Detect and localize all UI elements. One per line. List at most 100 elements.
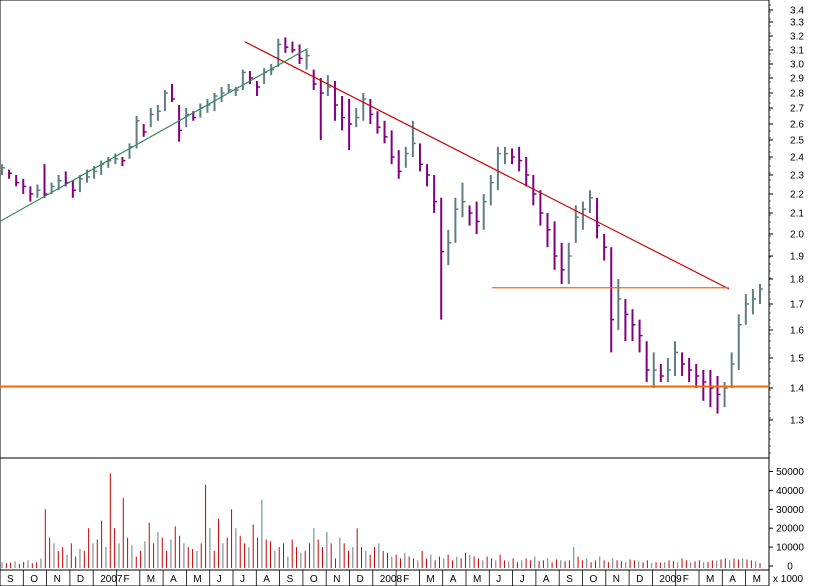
ohlc-bar <box>440 197 445 320</box>
ohlc-bar <box>688 358 693 382</box>
ohlc-bar <box>185 108 190 128</box>
x-tick-label: M <box>193 574 201 585</box>
y-tick-label: 3.4 <box>790 6 804 17</box>
ohlc-bar <box>673 341 678 376</box>
vol-tick-label: 0 <box>787 562 793 573</box>
x-tick-label: 2008 <box>380 574 403 585</box>
y-tick-label: 2.6 <box>790 120 804 131</box>
ohlc-bar <box>305 50 310 70</box>
y-tick-label: 2.9 <box>790 74 804 85</box>
x-tick-label: J <box>496 574 501 585</box>
ohlc-bar <box>319 78 324 140</box>
ohlc-bar <box>29 186 34 202</box>
trend-lines <box>0 41 769 388</box>
volume-y-axis: 50000 40000 30000 20000 10000 0 <box>769 467 804 573</box>
x-tick-label: N <box>333 574 340 585</box>
x-tick-label: A <box>450 574 457 585</box>
y-tick-label: 1.7 <box>790 300 804 311</box>
y-tick-label: 3.3 <box>790 18 804 29</box>
ohlc-bar <box>114 153 119 165</box>
x-tick-label: F <box>683 574 689 585</box>
ohlc-bar <box>135 116 140 149</box>
ohlc-bar <box>511 148 516 165</box>
ohlc-bar <box>149 108 154 128</box>
ohlc-bar <box>659 364 664 382</box>
ohlc-bar <box>652 352 657 388</box>
ohlc-bar <box>411 120 416 157</box>
ohlc-bar <box>567 242 572 284</box>
ohlc-bar <box>22 178 27 194</box>
x-tick-label: M <box>706 574 714 585</box>
y-tick-label: 3.0 <box>790 60 804 71</box>
ohlc-bar <box>376 111 381 134</box>
y-tick-label: 3.2 <box>790 32 804 43</box>
x-tick-label: F <box>124 574 130 585</box>
ohlc-bar <box>362 93 367 121</box>
ohlc-bar <box>695 364 700 388</box>
ohlc-bar <box>716 376 721 414</box>
ohlc-bar <box>171 84 176 102</box>
ohlc-bar <box>610 247 615 353</box>
ohlc-bar <box>468 205 473 226</box>
ohlc-bar <box>553 221 558 270</box>
ohlc-bar <box>369 99 374 124</box>
ohlc-bar <box>355 108 360 128</box>
ohlc-bar <box>489 175 494 206</box>
ohlc-bar <box>397 150 402 179</box>
ohlc-bar <box>383 120 388 144</box>
y-tick-label: 2.0 <box>790 230 804 241</box>
x-tick-label: O <box>590 574 598 585</box>
ohlc-bar <box>1 164 5 175</box>
ohlc-bar <box>681 352 686 376</box>
x-tick-label: M <box>147 574 155 585</box>
ohlc-bar <box>447 229 452 266</box>
x-tick-label: J <box>240 574 245 585</box>
ohlc-bar <box>86 169 91 183</box>
ohlc-bar <box>603 234 608 261</box>
ohlc-bar <box>560 242 565 284</box>
ohlc-bar <box>43 164 48 198</box>
x-tick-label: D <box>357 574 364 585</box>
x-axis-strip <box>0 569 770 586</box>
ohlc-bar <box>709 370 714 408</box>
ohlc-bar <box>751 289 756 315</box>
ohlc-bar <box>348 99 353 151</box>
ohlc-bar <box>15 175 20 187</box>
y-tick-label: 1.4 <box>790 384 804 395</box>
x-tick-label: A <box>543 574 550 585</box>
ohlc-bar <box>256 81 261 96</box>
ohlc-bar <box>759 284 763 304</box>
ohlc-bar <box>737 314 742 370</box>
vol-tick-label: 50000 <box>776 467 804 478</box>
x-tick-label: A <box>170 574 177 585</box>
volume-unit-label: x 1000 <box>773 574 803 585</box>
ohlc-bar <box>142 124 147 137</box>
ohlc-bar <box>581 201 586 230</box>
x-tick-label: D <box>636 574 643 585</box>
ohlc-bar <box>496 146 501 191</box>
y-tick-label: 2.5 <box>790 136 804 147</box>
x-tick-label: J <box>520 574 525 585</box>
x-tick-label: M <box>473 574 481 585</box>
ohlc-bar <box>666 358 671 382</box>
ohlc-bar <box>213 93 218 112</box>
ohlc-bar <box>475 201 480 234</box>
y-tick-label: 1.9 <box>790 252 804 263</box>
x-tick-label: D <box>77 574 84 585</box>
x-tick-label: S <box>287 574 294 585</box>
ohlc-bar <box>163 90 168 112</box>
ohlc-bar <box>596 197 601 239</box>
ohlc-bar <box>341 96 346 131</box>
y-tick-label: 2.4 <box>790 153 804 164</box>
x-tick-label: N <box>613 574 620 585</box>
vol-tick-label: 10000 <box>776 543 804 554</box>
vol-tick-label: 40000 <box>776 486 804 497</box>
x-tick-label: A <box>263 574 270 585</box>
ohlc-bar <box>532 175 537 206</box>
ohlc-bar <box>291 41 296 53</box>
y-tick-label: 3.1 <box>790 46 804 57</box>
ohlc-bar <box>121 157 126 166</box>
red-downtrend-line <box>244 41 730 290</box>
ohlc-bar <box>248 71 253 84</box>
